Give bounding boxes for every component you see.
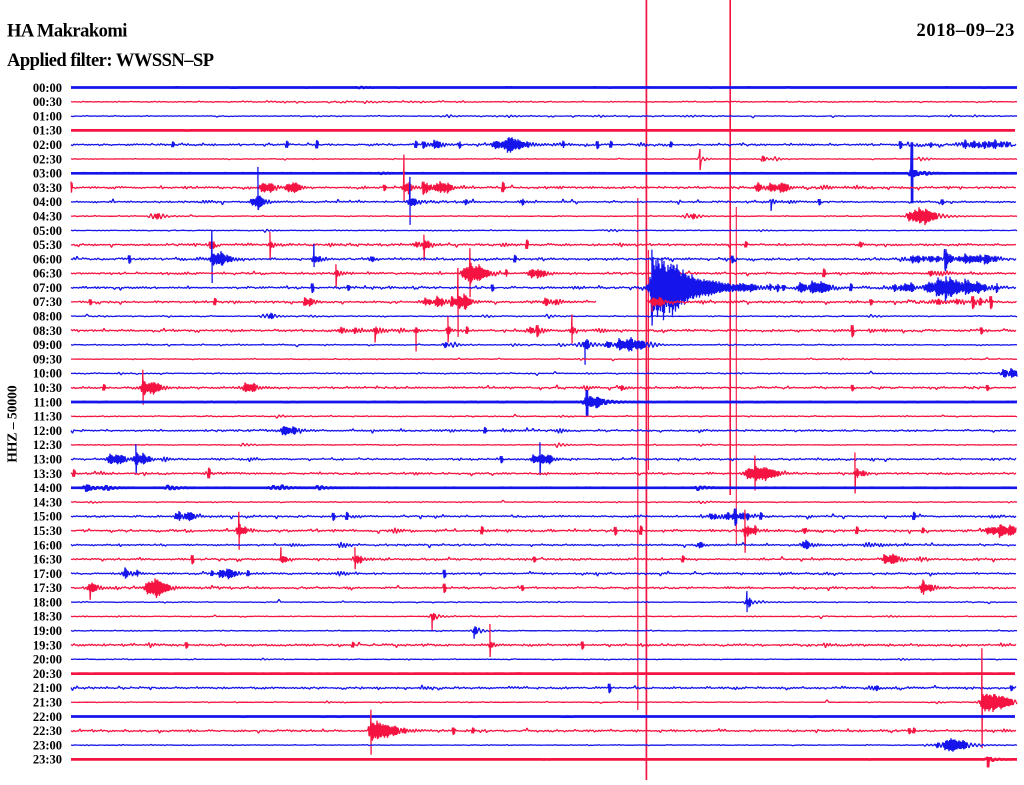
svg-text:23:30: 23:30	[33, 753, 62, 767]
svg-text:07:30: 07:30	[33, 295, 62, 309]
svg-text:04:30: 04:30	[33, 210, 62, 224]
svg-text:13:00: 13:00	[33, 453, 62, 467]
svg-text:00:30: 00:30	[33, 95, 62, 109]
svg-text:03:30: 03:30	[33, 181, 62, 195]
svg-text:11:30: 11:30	[34, 410, 62, 424]
svg-text:12:30: 12:30	[33, 438, 62, 452]
svg-text:08:00: 08:00	[33, 310, 62, 324]
svg-text:19:30: 19:30	[33, 638, 62, 652]
svg-text:16:00: 16:00	[33, 538, 62, 552]
svg-text:22:30: 22:30	[33, 724, 62, 738]
svg-text:14:00: 14:00	[33, 481, 62, 495]
svg-text:05:30: 05:30	[33, 238, 62, 252]
svg-text:10:30: 10:30	[33, 381, 62, 395]
svg-text:09:00: 09:00	[33, 338, 62, 352]
svg-text:18:30: 18:30	[33, 610, 62, 624]
svg-text:17:00: 17:00	[33, 567, 62, 581]
svg-text:03:00: 03:00	[33, 167, 62, 181]
svg-text:10:00: 10:00	[33, 367, 62, 381]
svg-text:01:00: 01:00	[33, 109, 62, 123]
svg-text:00:00: 00:00	[33, 81, 62, 95]
svg-text:12:00: 12:00	[33, 424, 62, 438]
svg-text:02:30: 02:30	[33, 152, 62, 166]
svg-text:22:00: 22:00	[33, 710, 62, 724]
svg-text:04:00: 04:00	[33, 195, 62, 209]
svg-text:HHZ – 50000: HHZ – 50000	[5, 385, 20, 463]
svg-text:21:30: 21:30	[33, 696, 62, 710]
svg-text:2018–09–23: 2018–09–23	[917, 21, 1016, 41]
svg-text:16:30: 16:30	[33, 553, 62, 567]
svg-text:11:00: 11:00	[34, 395, 62, 409]
svg-text:06:00: 06:00	[33, 252, 62, 266]
svg-text:14:30: 14:30	[33, 495, 62, 509]
svg-text:01:30: 01:30	[33, 124, 62, 138]
svg-text:15:00: 15:00	[33, 510, 62, 524]
svg-text:20:00: 20:00	[33, 653, 62, 667]
svg-text:18:00: 18:00	[33, 595, 62, 609]
svg-text:15:30: 15:30	[33, 524, 62, 538]
svg-text:19:00: 19:00	[33, 624, 62, 638]
svg-text:17:30: 17:30	[33, 581, 62, 595]
svg-text:23:00: 23:00	[33, 738, 62, 752]
svg-text:HA Makrakomi: HA Makrakomi	[7, 22, 127, 42]
svg-text:02:00: 02:00	[33, 138, 62, 152]
svg-text:08:30: 08:30	[33, 324, 62, 338]
svg-text:20:30: 20:30	[33, 667, 62, 681]
svg-text:Applied filter: WWSSN–SP: Applied filter: WWSSN–SP	[7, 51, 214, 71]
svg-text:05:00: 05:00	[33, 224, 62, 238]
svg-text:06:30: 06:30	[33, 267, 62, 281]
svg-text:21:00: 21:00	[33, 681, 62, 695]
svg-text:13:30: 13:30	[33, 467, 62, 481]
svg-text:09:30: 09:30	[33, 352, 62, 366]
svg-text:07:00: 07:00	[33, 281, 62, 295]
